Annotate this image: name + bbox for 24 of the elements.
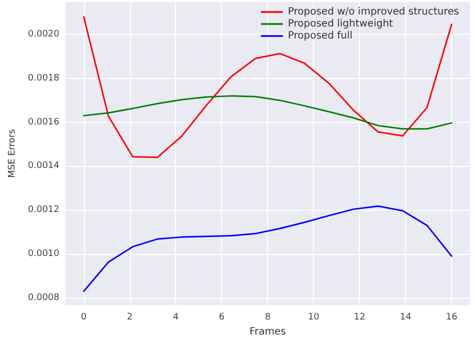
y-axis-title: MSE Errors bbox=[8, 128, 18, 178]
y-tick-label: 0.0014 bbox=[28, 161, 60, 172]
x-tick-label: 6 bbox=[218, 312, 225, 323]
x-tick-label: 14 bbox=[400, 312, 412, 323]
y-tick-label: 0.0010 bbox=[28, 248, 60, 259]
y-tick-label: 0.0012 bbox=[28, 205, 60, 216]
line-series bbox=[83, 205, 452, 292]
x-tick-label: 0 bbox=[80, 312, 87, 323]
line-series bbox=[83, 16, 452, 158]
y-tick-label: 0.0020 bbox=[28, 29, 60, 40]
x-tick-label: 12 bbox=[354, 312, 366, 323]
x-tick-label: 10 bbox=[308, 312, 320, 323]
line-series bbox=[83, 95, 452, 130]
y-tick-label: 0.0016 bbox=[28, 117, 60, 128]
legend-label: Proposed full bbox=[288, 30, 353, 42]
x-tick-label: 4 bbox=[172, 312, 179, 323]
y-tick-label: 0.0018 bbox=[28, 73, 60, 84]
legend-label: Proposed w/o improved structures bbox=[288, 6, 460, 18]
x-axis-title: Frames bbox=[250, 326, 286, 338]
legend-label: Proposed lightweight bbox=[288, 18, 394, 30]
x-tick-label: 16 bbox=[446, 312, 458, 323]
y-tick-label: 0.0008 bbox=[28, 292, 60, 303]
x-tick-label: 8 bbox=[264, 312, 271, 323]
x-tick-label: 2 bbox=[126, 312, 133, 323]
